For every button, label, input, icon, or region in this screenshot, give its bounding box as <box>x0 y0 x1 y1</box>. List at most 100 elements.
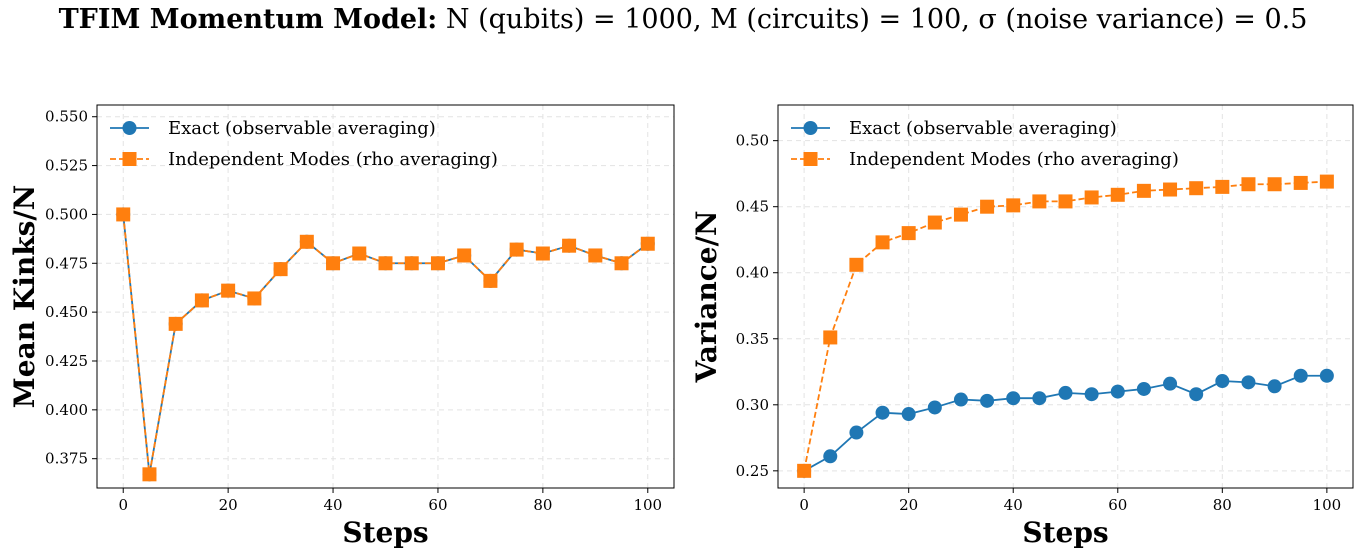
y-tick-label: 0.45 <box>736 198 769 216</box>
y-tick-label: 0.525 <box>45 157 88 175</box>
data-point <box>1215 374 1230 389</box>
data-point <box>1058 385 1073 400</box>
data-point <box>640 236 655 251</box>
data-point <box>953 207 968 222</box>
legend: Exact (observable averaging) Independent … <box>110 118 498 170</box>
data-point <box>1006 198 1021 213</box>
legend-entry: Exact (observable averaging) <box>168 118 436 139</box>
data-point <box>1163 182 1178 197</box>
data-point <box>1006 391 1021 406</box>
data-point <box>1267 177 1282 192</box>
legend-marker <box>803 152 818 166</box>
data-point <box>1058 194 1073 209</box>
y-tick-label: 0.30 <box>736 396 769 414</box>
figure-title-prefix: TFIM Momentum Model: <box>58 4 438 35</box>
x-tick-label: 100 <box>633 496 662 514</box>
chart-panel-2: 0 20 40 60 80 100 0.25 0.30 0.35 0.40 0.45 0.50 Step… <box>690 104 1354 549</box>
data-point <box>509 242 524 257</box>
data-point <box>588 248 603 263</box>
series-independent-modes <box>116 207 655 482</box>
data-point <box>378 256 393 271</box>
legend-entry: Independent Modes (rho averaging) <box>849 149 1179 170</box>
y-tick-label: 0.25 <box>736 462 769 480</box>
y-tick-label: 0.425 <box>45 352 88 370</box>
series-line <box>122 214 649 475</box>
data-point <box>1084 387 1099 402</box>
data-point <box>1084 190 1099 205</box>
y-tick-label: 0.550 <box>45 108 88 126</box>
chart-panel-1: 0 20 40 60 80 100 0.375 0.400 0.425 0.450 0.475 0.5… <box>8 104 675 549</box>
figure-title-params: N (qubits) = 1000, M (circuits) = 100, σ… <box>445 4 1308 35</box>
data-point <box>614 256 629 271</box>
x-tick-label: 80 <box>1213 496 1232 514</box>
data-point <box>535 246 550 261</box>
y-tick-label: 0.475 <box>45 254 88 272</box>
y-axis-label: Variance/N <box>690 211 723 384</box>
series-line <box>122 214 649 475</box>
data-point <box>1163 376 1178 391</box>
data-point <box>457 248 472 263</box>
data-point <box>430 256 445 271</box>
data-point <box>1241 177 1256 192</box>
legend-marker <box>803 121 818 135</box>
legend-marker <box>122 121 137 135</box>
x-tick-label: 20 <box>219 496 238 514</box>
y-axis-label: Mean Kinks/N <box>8 185 41 408</box>
data-point <box>1319 174 1334 189</box>
x-tick-label: 20 <box>899 496 918 514</box>
data-point <box>797 463 812 478</box>
data-point <box>483 273 498 288</box>
data-point <box>980 199 995 214</box>
data-point <box>562 238 577 253</box>
series-independent-modes <box>797 174 1334 478</box>
data-point <box>927 215 942 230</box>
x-tick-label: 60 <box>1108 496 1127 514</box>
data-point <box>404 256 419 271</box>
x-tick-label: 40 <box>323 496 342 514</box>
data-point <box>1215 179 1230 194</box>
y-tick-label: 0.400 <box>45 401 88 419</box>
data-point <box>1032 194 1047 209</box>
data-point <box>168 316 183 331</box>
data-point <box>1136 183 1151 198</box>
data-point <box>1267 379 1282 394</box>
data-point <box>221 283 236 298</box>
data-point <box>1293 175 1308 190</box>
x-tick-label: 100 <box>1313 496 1342 514</box>
data-point <box>273 262 288 277</box>
legend: Exact (observable averaging) Independent … <box>791 118 1179 170</box>
data-point <box>953 392 968 407</box>
data-point <box>1032 391 1047 406</box>
data-point <box>927 400 942 415</box>
legend-entry: Exact (observable averaging) <box>849 118 1117 139</box>
data-point <box>823 449 838 464</box>
series-exact <box>797 368 1334 478</box>
data-point <box>299 234 314 249</box>
data-point <box>326 256 341 271</box>
data-point <box>980 393 995 408</box>
legend-entry: Independent Modes (rho averaging) <box>168 149 498 170</box>
data-point <box>352 246 367 261</box>
y-tick-label: 0.450 <box>45 303 88 321</box>
y-tick-label: 0.375 <box>45 450 88 468</box>
plot-frame <box>96 104 675 489</box>
figure-title: TFIM Momentum Model: N (qubits) = 1000, … <box>0 4 1366 35</box>
data-point <box>142 467 157 482</box>
data-point <box>849 425 864 440</box>
data-point <box>1136 381 1151 396</box>
x-tick-label: 80 <box>533 496 552 514</box>
data-point <box>1189 181 1204 196</box>
data-point <box>1189 387 1204 402</box>
data-point <box>823 330 838 345</box>
plot-frame <box>777 104 1354 489</box>
x-tick-label: 40 <box>1004 496 1023 514</box>
y-tick-label: 0.40 <box>736 264 769 282</box>
x-axis-label: Steps <box>1022 516 1108 549</box>
data-point <box>1110 384 1125 399</box>
data-point <box>247 291 262 306</box>
x-axis-label: Steps <box>342 516 428 549</box>
data-point <box>116 207 131 222</box>
x-tick-label: 0 <box>118 496 128 514</box>
data-point <box>875 235 890 250</box>
